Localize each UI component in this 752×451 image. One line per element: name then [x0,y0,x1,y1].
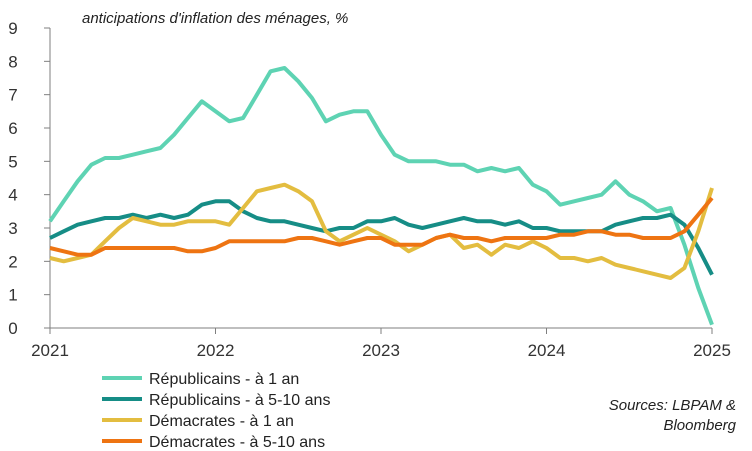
y-tick-label: 3 [8,219,17,238]
legend-label-1: Républicains - à 1 an [149,371,299,388]
y-tick-label: 8 [8,52,17,71]
chart-title: anticipations d'inflation des ménages, % [82,10,348,27]
y-tick-label: 1 [8,286,17,305]
x-tick-label: 2024 [528,341,566,360]
series-line-4 [49,196,714,257]
series-line-3 [49,182,714,280]
x-tick-label: 2023 [362,341,400,360]
x-tick-label: 2022 [197,341,235,360]
series-group [48,66,714,326]
y-tick-label: 5 [8,152,17,171]
x-tick-label: 2025 [693,341,731,360]
source-line-1: Sources: LBPAM & [609,397,736,414]
y-tick-group: 0 1 2 3 4 5 6 7 8 9 [8,19,50,338]
axes [49,28,712,329]
y-tick-label: 4 [8,186,17,205]
x-tick-group: 2021 2022 2023 2024 2025 [31,328,731,360]
y-tick-label: 0 [8,319,17,338]
series-line-1 [48,66,714,326]
x-tick-label: 2021 [31,341,69,360]
legend-label-2: Républicains - à 5-10 ans [149,392,330,409]
y-tick-label: 7 [8,86,17,105]
legend-label-3: Démacrates - à 1 an [149,413,294,430]
source-line-2: Bloomberg [663,417,736,434]
legend-label-4: Démacrates - à 5-10 ans [149,434,325,451]
y-tick-label: 2 [8,252,17,271]
legend: Républicains - à 1 an Républicains - à 5-… [102,371,330,451]
y-tick-label: 9 [8,19,17,38]
y-tick-label: 6 [8,119,17,138]
